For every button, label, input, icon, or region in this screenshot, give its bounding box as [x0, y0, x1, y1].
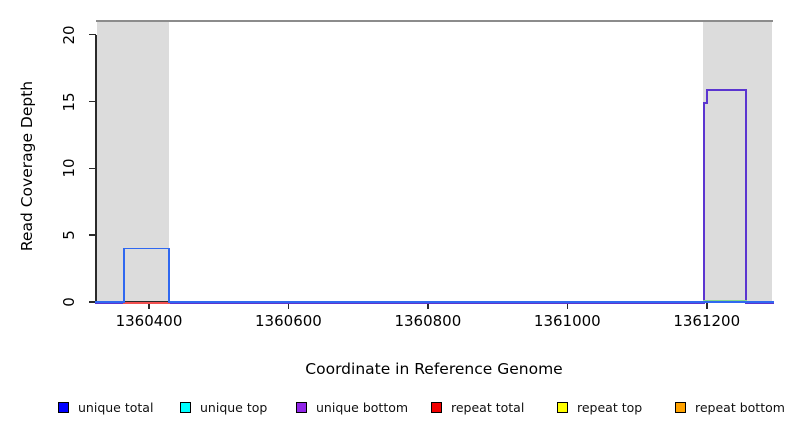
legend-swatch-icon: [557, 402, 568, 413]
legend-item-unique-bottom: unique bottom: [296, 400, 408, 415]
series-segment-unique-total: [95, 301, 125, 303]
legend-label: unique bottom: [316, 400, 409, 415]
series-segment-unique-total: [122, 247, 171, 250]
legend-swatch-icon: [431, 402, 442, 413]
series-segment-unique-bottom: [703, 102, 708, 105]
plot-top-border: [96, 20, 773, 22]
legend-label: repeat bottom: [695, 400, 785, 415]
legend-item-repeat-top: repeat top: [557, 400, 642, 415]
series-segment-unique-total: [122, 247, 125, 303]
x-tick-mark: [566, 302, 569, 309]
legend-item-repeat-total: repeat total: [431, 400, 524, 415]
x-tick-label: 1361000: [533, 312, 601, 330]
y-tick-label: 15: [60, 91, 78, 112]
y-tick-mark: [89, 234, 96, 236]
series-segment-unique-top: [703, 299, 747, 302]
y-tick-label: 0: [60, 297, 78, 307]
series-segment-unique-bottom: [705, 88, 747, 91]
y-tick-label: 5: [60, 230, 78, 240]
legend-swatch-icon: [296, 402, 307, 413]
y-tick-mark: [89, 100, 96, 103]
y-tick-mark: [89, 33, 96, 36]
x-tick-mark: [427, 302, 429, 309]
legend-label: repeat total: [451, 400, 525, 415]
series-segment-unique-total: [168, 301, 774, 303]
series-segment-unique-bottom: [703, 102, 705, 305]
legend-item-unique-total: unique total: [58, 400, 153, 415]
legend-label: unique top: [200, 400, 268, 415]
series-segment-unique-bottom: [705, 88, 708, 105]
legend-swatch-icon: [675, 402, 686, 413]
shaded-region: [97, 20, 170, 302]
legend-item-repeat-bottom: repeat bottom: [675, 400, 785, 415]
y-tick-label: 20: [60, 25, 78, 45]
y-tick-label: 10: [60, 158, 78, 178]
y-tick-mark: [89, 301, 96, 303]
series-segment-unique-bottom: [95, 302, 705, 305]
legend-label: unique total: [78, 400, 154, 415]
legend-swatch-icon: [180, 402, 191, 413]
series-segment-unique-bottom: [744, 88, 747, 305]
x-axis-title: Coordinate in Reference Genome: [305, 360, 563, 378]
series-segment-unique-bottom: [744, 302, 774, 305]
legend-item-unique-top: unique top: [180, 400, 267, 415]
y-tick-mark: [89, 167, 96, 170]
legend-label: repeat top: [577, 400, 643, 415]
x-tick-mark: [706, 302, 708, 309]
x-tick-mark: [287, 302, 290, 309]
x-tick-label: 1361200: [673, 312, 741, 330]
legend-swatch-icon: [58, 402, 69, 413]
x-tick-mark: [148, 302, 150, 309]
x-tick-label: 1360800: [394, 312, 462, 330]
x-tick-label: 1360600: [255, 312, 322, 330]
plot-area: 1360400 1360600 1360800 1361000 1361200 0 5 10 1…: [60, 20, 774, 330]
y-axis-title: Read Coverage Depth: [18, 80, 36, 252]
shaded-region: [703, 20, 773, 302]
series-segment-repeat-total: [122, 302, 171, 305]
series-segment-unique-total: [168, 247, 171, 303]
x-tick-label: 1360400: [115, 312, 183, 330]
